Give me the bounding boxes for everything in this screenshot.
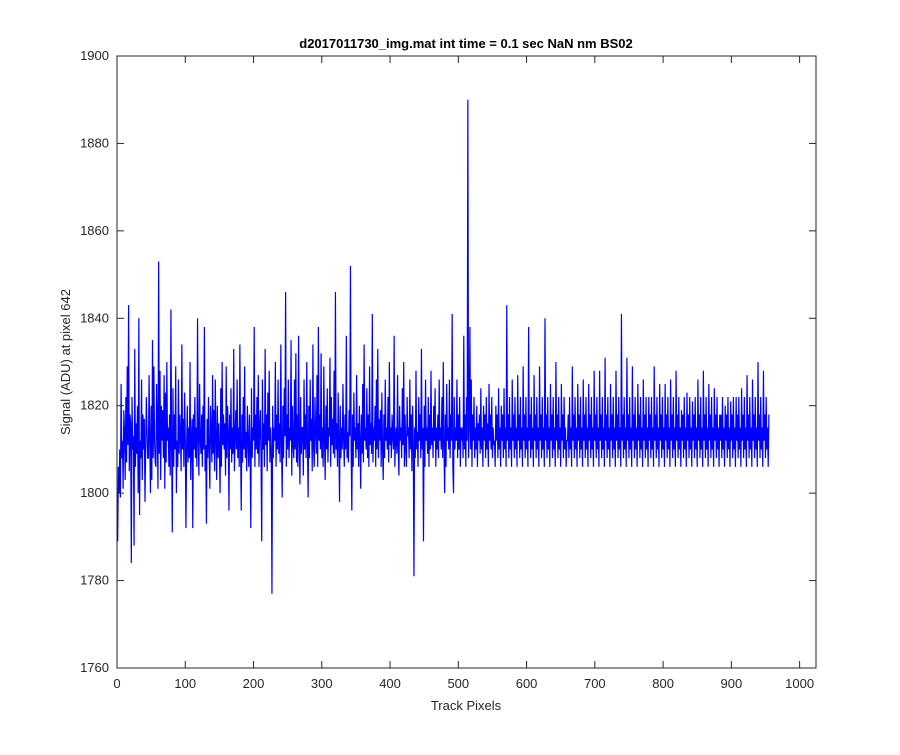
y-tick-label: 1780	[80, 573, 109, 588]
x-tick-label: 800	[652, 676, 674, 691]
x-tick-label: 700	[584, 676, 606, 691]
y-axis-label: Signal (ADU) at pixel 642	[58, 289, 73, 435]
y-tick-label: 1800	[80, 485, 109, 500]
x-tick-label: 400	[379, 676, 401, 691]
chart-title: d2017011730_img.mat int time = 0.1 sec N…	[299, 36, 632, 51]
series-line-0	[117, 99, 770, 594]
y-tick-label: 1840	[80, 310, 109, 325]
y-tick-label: 1820	[80, 398, 109, 413]
y-tick-label: 1900	[80, 48, 109, 63]
x-axis-label: Track Pixels	[431, 698, 502, 713]
y-axis: 1760 1780 1800 1820 1840 1860 1880 1900	[80, 48, 816, 675]
x-tick-label: 0	[113, 676, 120, 691]
x-tick-label: 300	[311, 676, 333, 691]
plot-area-border	[116, 55, 817, 669]
x-axis: 0 100 200 300 400 500 600 700 800 900 1000	[113, 56, 814, 691]
y-tick-label: 1760	[80, 660, 109, 675]
x-tick-label: 200	[243, 676, 265, 691]
data-layer	[117, 99, 770, 594]
y-tick-label: 1880	[80, 135, 109, 150]
y-tick-label: 1860	[80, 223, 109, 238]
x-tick-label: 900	[721, 676, 743, 691]
x-tick-label: 100	[174, 676, 196, 691]
x-tick-label: 1000	[785, 676, 814, 691]
x-tick-label: 500	[447, 676, 469, 691]
x-tick-label: 600	[516, 676, 538, 691]
